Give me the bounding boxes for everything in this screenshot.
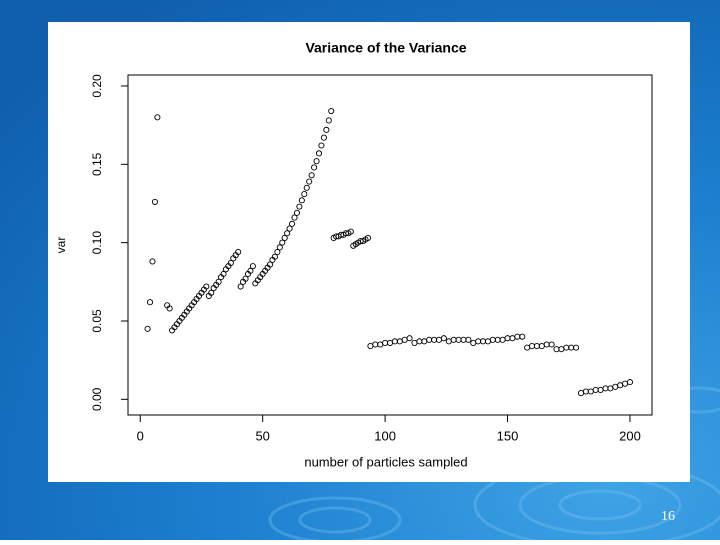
data-point [286, 225, 293, 232]
data-point [284, 230, 291, 237]
y-axis-label: var [54, 237, 68, 254]
data-point [203, 283, 210, 290]
chart-panel [48, 22, 690, 482]
data-point [151, 198, 158, 205]
data-point [347, 228, 354, 235]
y-tick-label: 0.15 [90, 152, 104, 176]
x-tick-label: 0 [137, 428, 144, 443]
x-tick-label: 50 [255, 428, 269, 443]
data-point [276, 244, 283, 251]
data-point [318, 142, 325, 149]
plot-frame [127, 74, 653, 416]
data-point [320, 134, 327, 141]
data-point [301, 191, 308, 198]
data-point [227, 259, 234, 267]
data-point [144, 325, 151, 332]
data-point [296, 203, 303, 210]
data-point [166, 305, 173, 312]
data-point [271, 253, 278, 260]
data-point [146, 299, 154, 306]
data-point [237, 283, 244, 290]
y-tick-label: 0.10 [90, 231, 104, 255]
x-axis-label: number of particles sampled [304, 454, 467, 469]
data-point [440, 335, 447, 342]
data-point [298, 197, 305, 204]
data-point [281, 234, 288, 241]
data-point [308, 172, 315, 179]
page-number: 16 [661, 509, 675, 524]
data-point [406, 335, 413, 342]
data-point [303, 184, 310, 191]
data-point [149, 258, 156, 265]
y-tick-label: 0.20 [90, 74, 104, 98]
data-point [266, 261, 274, 268]
data-point [249, 263, 256, 270]
data-point [291, 214, 298, 221]
x-tick-label: 100 [374, 428, 396, 443]
data-point [154, 114, 161, 121]
data-point [315, 150, 323, 157]
data-point [279, 239, 286, 246]
y-tick-label: 0.05 [90, 309, 104, 333]
data-point [465, 336, 472, 343]
data-point [247, 267, 254, 274]
data-point [519, 333, 526, 340]
data-point [548, 341, 555, 348]
data-point [242, 275, 249, 282]
x-tick-label: 150 [497, 428, 519, 443]
y-tick-label: 0.00 [90, 387, 104, 411]
data-point [323, 126, 330, 133]
data-point [364, 234, 372, 241]
data-point [626, 379, 634, 386]
x-tick-label: 200 [619, 428, 641, 443]
data-point [325, 117, 332, 124]
data-point [313, 158, 320, 165]
data-point [306, 178, 313, 185]
data-point [215, 278, 222, 285]
data-point [328, 107, 335, 115]
data-point [289, 220, 296, 227]
data-point [235, 249, 242, 256]
data-point [274, 249, 281, 256]
data-point [208, 289, 215, 296]
data-point [220, 270, 227, 278]
data-point [311, 164, 318, 171]
data-point [293, 209, 301, 216]
chart-title: Variance of the Variance [305, 40, 466, 56]
data-point [573, 344, 580, 351]
